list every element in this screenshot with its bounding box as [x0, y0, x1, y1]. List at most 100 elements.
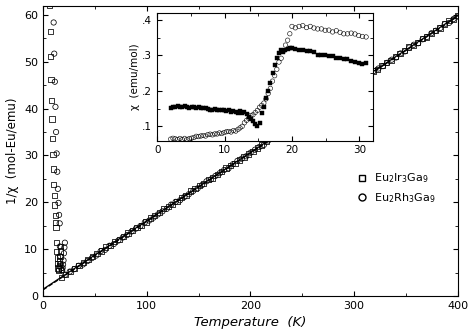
Point [133, 225, 141, 230]
Point [182, 193, 190, 198]
Point [137, 222, 145, 228]
Point [51, 79, 59, 84]
Point [191, 186, 199, 191]
Point [428, 30, 435, 36]
Point [329, 96, 337, 101]
Point [236, 157, 243, 162]
Point [71, 266, 78, 271]
Point [172, 199, 180, 204]
Point [227, 163, 234, 168]
Point [322, 102, 329, 107]
Point [160, 206, 167, 211]
Point [396, 51, 404, 56]
Point [445, 18, 453, 23]
Point [276, 131, 283, 136]
Point [52, 129, 60, 135]
Point [286, 123, 294, 129]
Point [387, 58, 395, 63]
Point [339, 90, 347, 95]
Point [124, 230, 132, 236]
Point [50, 51, 58, 56]
Point [397, 51, 404, 56]
Point [61, 245, 68, 250]
Point [450, 16, 457, 22]
Point [129, 227, 137, 233]
Point [220, 167, 228, 173]
Point [141, 220, 148, 225]
Point [374, 67, 382, 72]
Point [56, 221, 64, 226]
Point [53, 151, 61, 156]
Point [60, 251, 68, 256]
Point [49, 136, 56, 141]
Point [101, 247, 109, 253]
Point [211, 173, 219, 179]
Point [53, 240, 60, 246]
Point [61, 240, 69, 245]
Point [57, 266, 65, 271]
Point [55, 266, 63, 272]
Point [414, 41, 422, 46]
Point [137, 223, 144, 229]
Point [62, 271, 70, 277]
Point [251, 147, 259, 152]
Point [187, 188, 194, 194]
Point [75, 263, 83, 268]
Point [190, 188, 197, 194]
Point [436, 25, 444, 31]
Point [347, 83, 355, 88]
Point [204, 177, 212, 182]
Point [55, 268, 62, 273]
Point [151, 213, 159, 218]
Point [97, 249, 104, 254]
Point [54, 255, 61, 261]
Point [437, 25, 444, 31]
Point [83, 258, 91, 264]
Point [213, 172, 221, 177]
Point [441, 21, 448, 27]
Point [419, 36, 426, 42]
Legend: Eu$_2$Ir$_3$Ga$_9$, Eu$_2$Rh$_3$Ga$_9$: Eu$_2$Ir$_3$Ga$_9$, Eu$_2$Rh$_3$Ga$_9$ [351, 167, 440, 209]
Point [57, 244, 64, 249]
Point [423, 34, 431, 40]
Point [55, 212, 63, 218]
Point [194, 186, 201, 191]
Point [335, 92, 343, 97]
Point [115, 237, 123, 242]
Point [181, 194, 188, 200]
Point [59, 265, 66, 271]
Point [264, 138, 272, 143]
Point [454, 13, 462, 18]
Point [169, 202, 176, 207]
Point [200, 181, 208, 186]
Point [361, 74, 368, 80]
Point [52, 220, 59, 225]
Point [307, 109, 315, 115]
Point [249, 149, 256, 154]
Point [173, 198, 181, 204]
Point [348, 83, 356, 88]
Point [263, 139, 270, 144]
Point [289, 121, 297, 127]
Point [231, 160, 239, 166]
Point [56, 244, 64, 249]
Point [58, 268, 66, 273]
Point [229, 161, 237, 167]
Point [218, 169, 226, 174]
Point [207, 177, 215, 182]
Point [254, 145, 261, 151]
Point [330, 95, 338, 100]
Point [196, 183, 203, 188]
Point [273, 133, 281, 138]
Point [298, 115, 306, 120]
Point [406, 45, 413, 50]
Point [48, 116, 56, 122]
Point [369, 68, 377, 74]
Point [50, 20, 57, 25]
X-axis label: Temperature  (K): Temperature (K) [194, 317, 307, 329]
Point [119, 235, 127, 240]
Point [93, 251, 100, 256]
Point [258, 142, 265, 148]
Point [401, 49, 409, 54]
Point [49, 152, 57, 157]
